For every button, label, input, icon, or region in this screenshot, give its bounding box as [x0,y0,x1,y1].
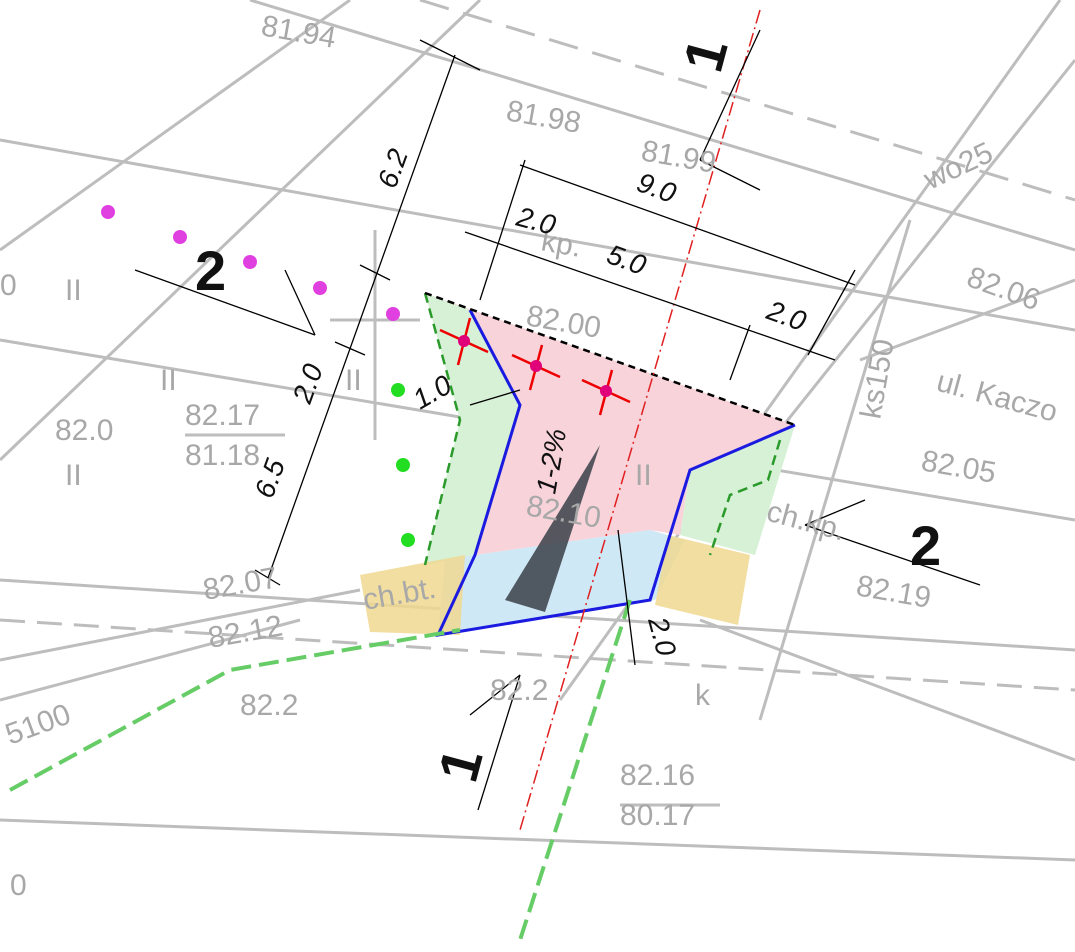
map-label: 0 [0,269,17,302]
map-label: 82.05 [919,444,999,490]
map-label: II [65,274,82,307]
map-label: 0 [10,869,27,902]
section-label: 1 [671,32,740,78]
map-label: 81.98 [504,94,584,140]
map-label: 82.06 [963,261,1045,318]
green-dots [391,383,415,547]
section-label: 2 [195,239,226,302]
map-label: ch.kp. [763,495,849,548]
blue-area [438,530,685,635]
map-label: II [635,459,652,492]
dimension: 2.0 [512,201,559,241]
map-label: 82.07 [200,561,280,607]
map-label: 81.18 [185,439,260,472]
map-label: kp. [539,224,584,263]
green-dash [423,292,462,566]
magenta-dots [101,205,400,321]
map-label: k [695,679,711,712]
section-label: 2 [910,514,941,577]
dimension: 2.0 [642,613,682,660]
map-label: 82.12 [205,609,285,655]
section-label: 1 [426,742,495,788]
map-label: 82.2 [490,674,548,707]
dimension: 6.2 [372,144,415,192]
map-label: II [160,364,177,397]
map-label: II [345,364,362,397]
map-label: 82.0 [55,414,113,447]
map-label: 82.17 [185,399,260,432]
green-dash [708,439,782,556]
map-label: ul. Kaczo [933,365,1061,429]
green-route [9,628,461,792]
axis-line [519,9,761,831]
yellow-area [360,555,465,635]
green-strip [680,425,795,555]
map-label: 82.2 [240,689,298,722]
map-label: ks150 [854,337,900,422]
dimension: 5.0 [603,239,651,282]
slope-arrow [505,445,600,612]
yellow-area [655,535,750,625]
map-label: 82.16 [620,759,695,792]
map-label: 80.17 [620,799,695,832]
red-dots [458,335,612,397]
map-label: 5100 [1,698,75,752]
green-route [518,599,632,941]
top-edge [424,291,796,427]
background-lines [0,0,1075,862]
dimension: 2.0 [762,294,811,337]
map-label: II [65,459,82,492]
dimension-lines [134,29,981,811]
dimension: 2.0 [286,359,329,408]
